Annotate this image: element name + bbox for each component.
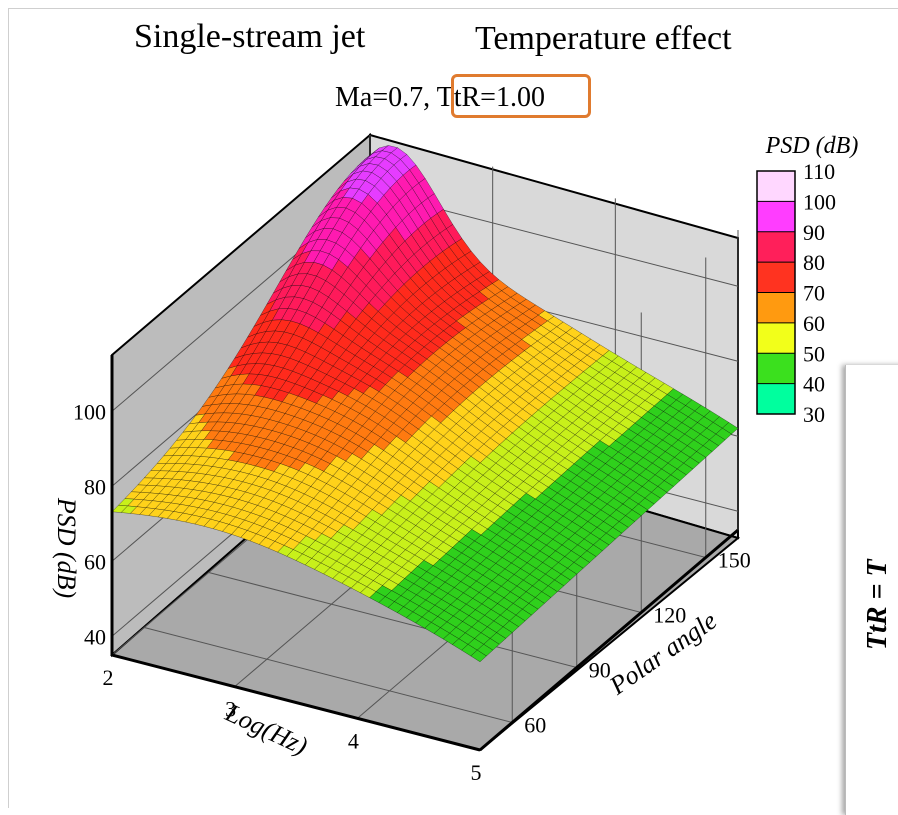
title-right: Temperature effect — [475, 20, 732, 57]
x-tick-label: 3 — [225, 697, 236, 722]
x-tick-label: 4 — [348, 728, 359, 753]
colorbar-segment — [757, 171, 795, 202]
colorbar-segment — [757, 201, 795, 232]
y-tick-label: 120 — [653, 603, 686, 628]
y-tick-label: 150 — [718, 548, 751, 573]
colorbar: 110 100 90 80 70 60 50 40 30 — [756, 159, 836, 427]
surface — [111, 145, 739, 663]
y-tick-label: 90 — [589, 658, 611, 683]
x-tick-label: 2 — [103, 665, 114, 690]
side-panel-label: TtR = T — [862, 559, 893, 650]
x-axis-line — [111, 653, 481, 752]
z-tick-label: 100 — [73, 399, 106, 424]
y-axis-line — [479, 528, 739, 752]
figure-frame — [8, 8, 898, 808]
colorbar-title: PSD (dB) — [765, 133, 859, 159]
subtitle-highlight: TtR=1.00 — [436, 82, 545, 113]
axes: 40 60 80 100 2 3 4 5 60 90 120 150 — [73, 355, 751, 785]
colorbar-segment — [757, 262, 795, 293]
subtitle-prefix: Ma=0.7, — [335, 82, 437, 113]
side-panel — [845, 365, 898, 815]
z-tick-label: 80 — [84, 474, 106, 499]
z-axis-title: PSD (dB) — [52, 497, 81, 598]
surface-patch — [470, 649, 487, 663]
subtitle: Ma=0.7, TtR=1.00 — [335, 82, 545, 114]
colorbar-label: 110 — [803, 159, 835, 184]
colorbar-label: 30 — [803, 402, 825, 427]
highlight-box — [451, 74, 591, 118]
colorbar-label: 90 — [803, 220, 825, 245]
x-tick-label: 5 — [471, 760, 482, 785]
colorbar-label: 60 — [803, 311, 825, 336]
colorbar-segment — [757, 292, 795, 323]
colorbar-segment — [757, 322, 795, 354]
colorbar-label: 40 — [803, 372, 825, 397]
title-left: Single-stream jet — [134, 18, 366, 55]
z-tick-label: 40 — [84, 624, 106, 649]
z-tick-label: 60 — [84, 549, 106, 574]
colorbar-segment — [757, 383, 795, 414]
colorbar-segment — [757, 231, 795, 263]
colorbar-label: 70 — [803, 281, 825, 306]
colorbar-label: 80 — [803, 250, 825, 275]
y-tick-label: 60 — [524, 713, 546, 738]
colorbar-label: 100 — [803, 189, 836, 214]
colorbar-label: 50 — [803, 341, 825, 366]
colorbar-segment — [757, 353, 795, 384]
x-axis-title: Log(Hz) — [220, 697, 312, 760]
